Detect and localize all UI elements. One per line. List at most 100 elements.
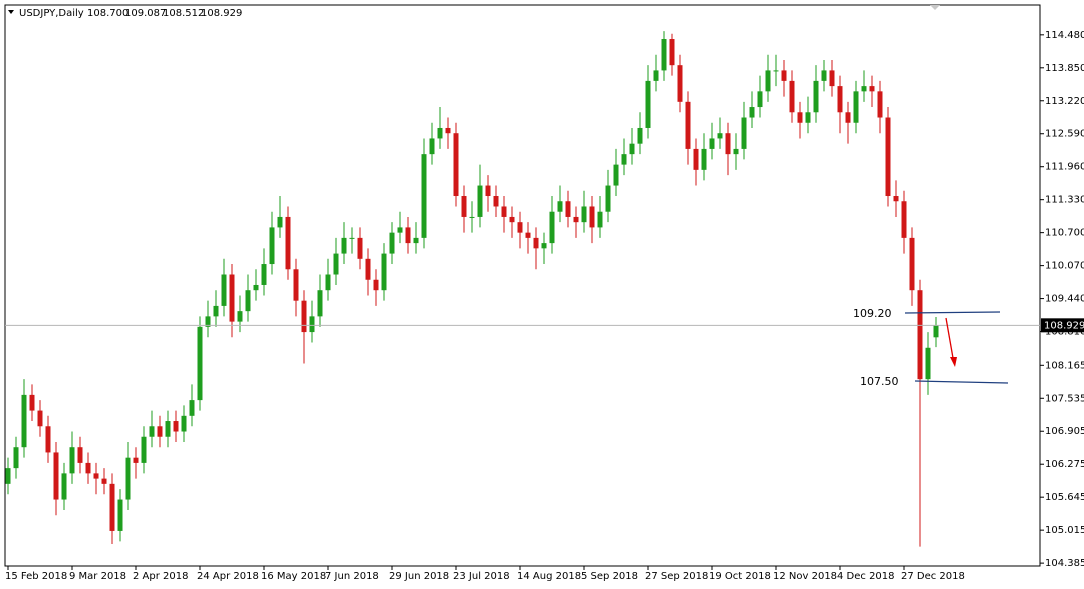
marks [5, 31, 1040, 547]
candle-body [53, 452, 59, 500]
candle-body [877, 91, 883, 118]
y-tick-label: 107.535 [1045, 393, 1084, 404]
candle-body [517, 222, 523, 233]
candle-body [493, 196, 499, 207]
x-tick-label: 2 Apr 2018 [133, 571, 188, 582]
candle-body [613, 164, 619, 186]
x-tick-label: 7 Jun 2018 [325, 571, 379, 582]
x-tick-label: 4 Dec 2018 [837, 571, 895, 582]
candle-body [589, 206, 595, 228]
resistance-line [904, 311, 1001, 314]
candle-body [69, 447, 75, 474]
candle-body [45, 426, 51, 453]
candle-body [365, 258, 371, 280]
y-tick-label: 105.015 [1045, 525, 1084, 536]
candle-body [29, 394, 35, 411]
candle-body [653, 70, 659, 81]
candle-body [245, 290, 251, 312]
candle-body [781, 70, 787, 81]
candle-body [485, 185, 491, 197]
candle-body [165, 421, 171, 437]
candle-body [717, 133, 723, 139]
candle-body [565, 201, 571, 217]
candle-body [261, 264, 267, 285]
x-tick-label: 5 Sep 2018 [581, 571, 638, 582]
candle-body [645, 80, 651, 128]
candle-body [581, 206, 587, 223]
chart-title: USDJPY,Daily [19, 8, 84, 19]
candle-body [277, 216, 283, 228]
candle-body [917, 290, 923, 380]
candle-body [181, 415, 187, 432]
candle-body [269, 227, 275, 265]
candle-body [397, 227, 403, 233]
candle-body [93, 473, 99, 479]
y-tick-label: 110.070 [1045, 261, 1084, 272]
candle-body [237, 311, 243, 322]
symbol-menu-icon [8, 10, 14, 14]
candle-body [725, 133, 731, 155]
candle-body [773, 70, 779, 72]
candle-body [749, 107, 755, 118]
ohlc-close: 108.929 [201, 8, 242, 19]
candle-body [141, 436, 147, 463]
candle-body [349, 237, 355, 239]
x-tick-label: 16 May 2018 [261, 571, 326, 582]
candle-body [461, 196, 467, 217]
candle-body [197, 326, 203, 401]
y-tick-label: 114.480 [1045, 30, 1084, 41]
price-label: 108.929 [1044, 320, 1084, 331]
y-tick-label: 105.645 [1045, 492, 1084, 503]
candle-body [109, 483, 115, 531]
y-tick-label: 111.960 [1045, 162, 1084, 173]
candle-body [389, 232, 395, 254]
candle-body [61, 473, 67, 500]
candle-body [789, 80, 795, 113]
candle-body [381, 253, 387, 291]
candle-body [637, 127, 643, 144]
candle-body [253, 284, 259, 291]
arrow-shaft [945, 317, 954, 359]
candle-body [701, 148, 707, 170]
candle-body [477, 185, 483, 217]
candle-body [373, 279, 379, 291]
candle-body [853, 91, 859, 123]
candle-body [117, 499, 123, 531]
candle-body [821, 70, 827, 81]
candle-body [357, 237, 363, 259]
candle-body [229, 274, 235, 322]
y-tick-label: 113.850 [1045, 63, 1084, 74]
candle-body [933, 325, 939, 338]
y-tick-label: 112.590 [1045, 129, 1084, 140]
plot-frame [4, 4, 1041, 567]
candle-body [629, 143, 635, 155]
candle-body [549, 211, 555, 244]
candle-body [429, 138, 435, 155]
x-tick-label: 23 Jul 2018 [453, 571, 510, 582]
ohlc-open: 108.700 [87, 8, 128, 19]
candle-body [133, 457, 139, 463]
x-tick-label: 24 Apr 2018 [197, 571, 259, 582]
candle-body [669, 39, 675, 66]
candle-body [21, 394, 27, 448]
candle-body [813, 80, 819, 113]
candle-body [421, 154, 427, 238]
candle-body [405, 227, 411, 244]
y-tick-label: 111.330 [1045, 195, 1084, 206]
annotation-label: 107.50 [860, 375, 899, 388]
candle-body [125, 457, 131, 500]
candle-body [741, 117, 747, 149]
candle-body [901, 201, 907, 238]
candle-body [733, 148, 739, 155]
price-label-box [1041, 318, 1084, 333]
candle-body [909, 237, 915, 291]
ohlc-high: 109.087 [125, 8, 166, 19]
candle-body [317, 290, 323, 317]
candle-body [221, 274, 227, 306]
candle-body [285, 216, 291, 270]
candle-body [533, 237, 539, 249]
candle-body [213, 305, 219, 317]
